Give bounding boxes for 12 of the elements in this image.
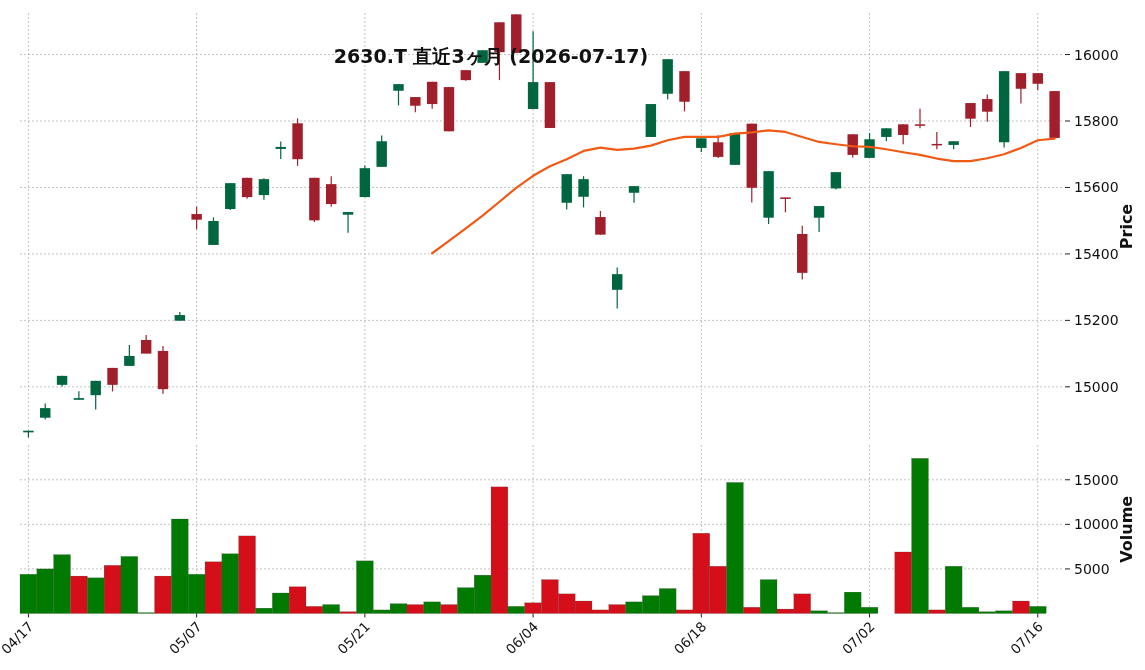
- y-tick-label: 15600: [1074, 179, 1119, 196]
- y-tick-label: 15000: [1074, 471, 1119, 488]
- y-axis-title: Price: [1117, 203, 1136, 250]
- y-tick-label: 15800: [1074, 113, 1119, 129]
- y-axis-title: Volume: [1117, 495, 1136, 563]
- y-tick-label: 15200: [1074, 312, 1119, 329]
- y-tick-label: 15400: [1074, 245, 1119, 262]
- line-series: [431, 129, 1056, 255]
- y-tick-label: 10000: [1074, 516, 1119, 533]
- y-tick-label: 5000: [1074, 560, 1110, 577]
- y-tick-label: 15000: [1074, 378, 1119, 395]
- y-tick-label: 16000: [1074, 46, 1119, 63]
